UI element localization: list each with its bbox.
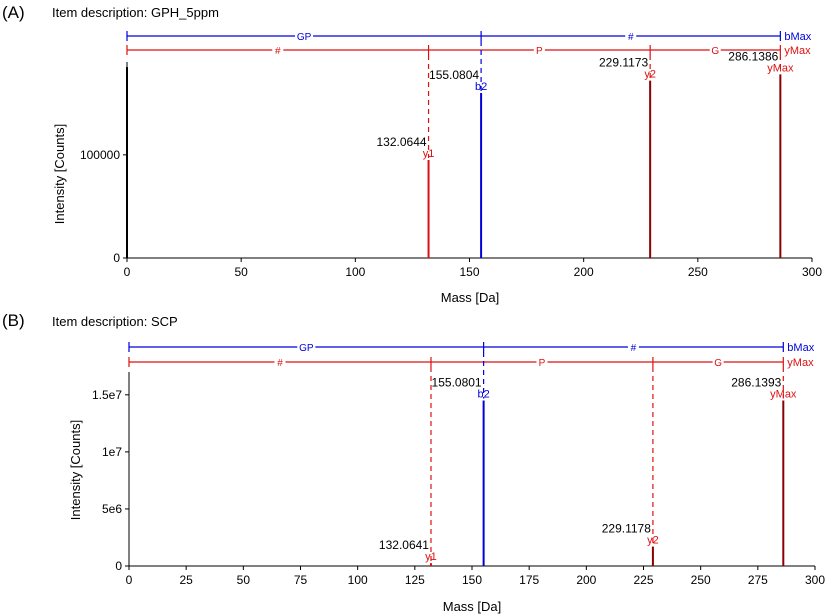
x-tick-label: 50 <box>234 265 248 279</box>
y-ladder-end-label: yMax <box>787 357 814 369</box>
x-tick-label: 300 <box>805 573 825 587</box>
x-tick-label: 0 <box>126 573 133 587</box>
panel-b-y-axis-title: Intensity [Counts] <box>68 420 83 520</box>
b-ladder-label-bg <box>625 30 637 42</box>
y-ladder-label-bg <box>274 356 286 368</box>
peak-mass-label: 132.0644 <box>376 135 426 149</box>
y-ladder-segment--: # <box>275 46 281 57</box>
x-tick-label: 200 <box>574 265 594 279</box>
y-ladder-label-bg <box>272 44 284 56</box>
b-ladder-label-bg <box>627 341 639 353</box>
y-ladder-segment-p: P <box>539 358 546 369</box>
ion-label-b2: b2 <box>475 81 487 93</box>
panel-a-y-axis-title: Intensity [Counts] <box>52 124 67 224</box>
x-tick-label: 50 <box>237 573 251 587</box>
y-ladder-end-label: yMax <box>784 45 811 57</box>
peak-mass-label: 286.1393 <box>731 376 781 390</box>
x-tick-label: 125 <box>405 573 425 587</box>
x-tick-label: 75 <box>294 573 308 587</box>
x-tick-label: 200 <box>576 573 596 587</box>
x-tick-label: 175 <box>519 573 539 587</box>
y-tick-label: 0 <box>115 559 122 573</box>
b-ladder-label-bg <box>297 341 316 353</box>
ion-label-y1: y1 <box>423 148 435 160</box>
x-tick-label: 225 <box>633 573 653 587</box>
panel-b-x-axis-title: Mass [Da] <box>443 599 502 614</box>
x-tick-label: 150 <box>459 265 479 279</box>
peak-mass-label: 155.0801 <box>432 376 482 390</box>
y-ladder-segment--: # <box>277 358 283 369</box>
peak-mass-label: 229.1173 <box>599 56 648 70</box>
panel-b-item-description: Item description: SCP <box>52 314 178 329</box>
peak-mass-label: 132.0641 <box>379 538 429 552</box>
x-tick-label: 275 <box>748 573 768 587</box>
panel-a: (A) Item description: GPH_5ppm Intensity… <box>2 3 822 305</box>
b-ladder-end-label: bMax <box>787 342 814 354</box>
panel-b: (B) Item description: SCP Intensity [Cou… <box>2 311 825 614</box>
peak-mass-label: 286.1386 <box>728 49 778 63</box>
y-tick-label: 5e6 <box>102 502 122 516</box>
panel-a-label: (A) <box>2 3 25 22</box>
x-tick-label: 150 <box>462 573 482 587</box>
b-ladder-label-bg <box>295 30 314 42</box>
y-tick-label: 0 <box>113 251 120 265</box>
panel-a-item-description: Item description: GPH_5ppm <box>52 5 219 20</box>
y-ladder-segment-p: P <box>536 46 543 57</box>
y-ladder-label-bg <box>536 356 548 368</box>
ion-label-y2: y2 <box>644 69 656 81</box>
peak-mass-label: 155.0804 <box>429 68 479 82</box>
x-tick-label: 300 <box>802 265 822 279</box>
y-ladder-segment-g: G <box>714 358 722 369</box>
ion-label-y1: y1 <box>425 551 437 563</box>
x-tick-label: 100 <box>348 573 368 587</box>
b-ladder-end-label: bMax <box>784 31 811 43</box>
panel-b-plot: 0 25 50 75 100 125 150 175 200 225 250 275 300 0 5e6 1e… <box>92 341 825 587</box>
peak-mass-label: 229.1178 <box>602 522 651 536</box>
y-tick-label: 100000 <box>80 148 120 162</box>
x-tick-label: 250 <box>691 573 711 587</box>
panel-b-label: (B) <box>2 311 25 330</box>
y-ladder-segment-g: G <box>711 46 719 57</box>
ion-label-b2: b2 <box>477 389 489 401</box>
y-ladder-label-bg <box>709 44 721 56</box>
ion-label-ymax: yMax <box>770 389 797 401</box>
panel-a-x-axis-title: Mass [Da] <box>441 290 500 305</box>
b-ladder-segment-gp: GP <box>297 32 312 43</box>
x-tick-label: 250 <box>688 265 708 279</box>
x-tick-label: 0 <box>124 265 131 279</box>
ion-label-y2: y2 <box>647 535 659 547</box>
ion-label-ymax: yMax <box>767 62 794 74</box>
b-ladder-segment-gp: GP <box>299 343 314 354</box>
y-tick-label: 1e7 <box>102 445 122 459</box>
b-ladder-segment--: # <box>631 343 637 354</box>
b-ladder-segment--: # <box>628 32 634 43</box>
x-tick-label: 100 <box>345 265 365 279</box>
x-tick-label: 25 <box>179 573 193 587</box>
y-ladder-label-bg <box>533 44 545 56</box>
y-ladder-label-bg <box>712 356 724 368</box>
y-tick-label: 1.5e7 <box>92 388 122 402</box>
